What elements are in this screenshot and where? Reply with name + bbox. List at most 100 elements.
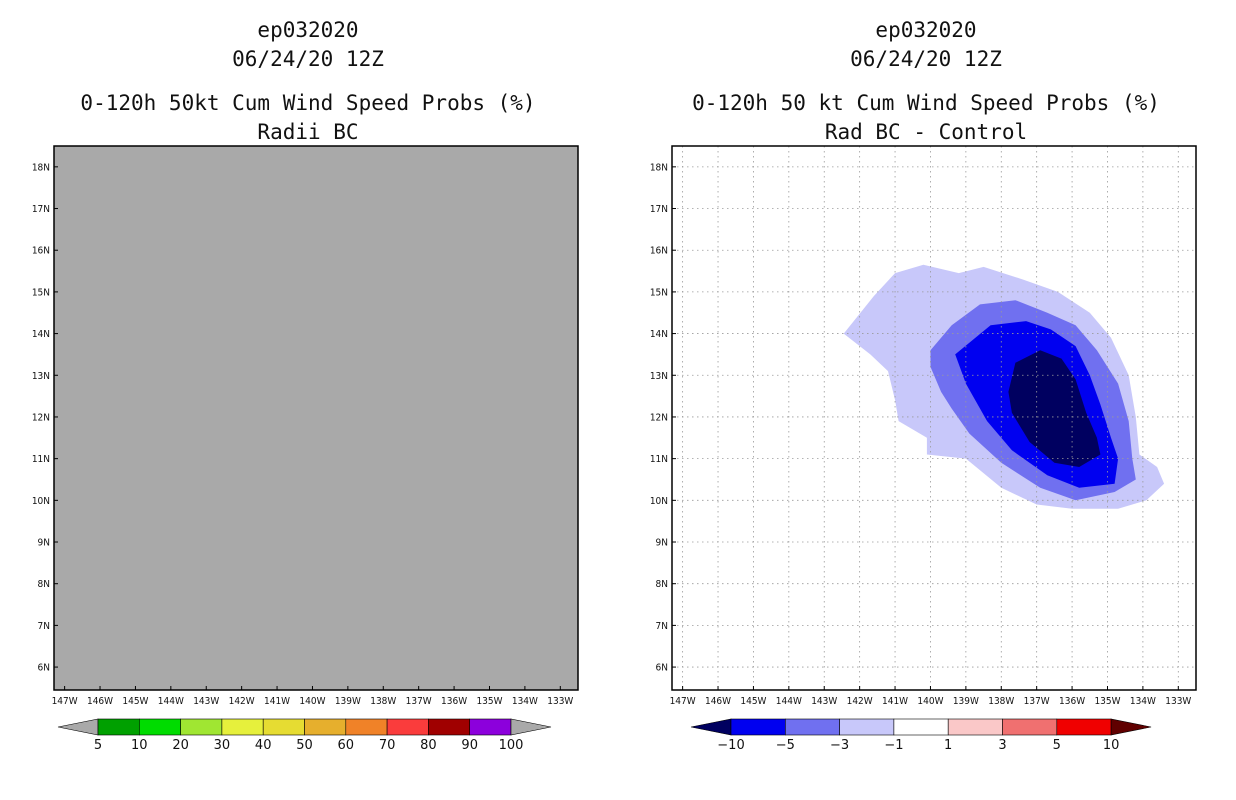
colorbar-swatch [345,718,388,736]
y-tick-label: 13N [650,371,668,382]
x-tick-label: 136W [441,696,467,707]
y-tick-label: 16N [650,246,668,257]
colorbar-swatch [262,718,305,736]
x-tick-label: 145W [122,696,148,707]
date-title: 06/24/20 12Z [850,47,1002,71]
x-tick-label: 141W [264,696,290,707]
colorbar-swatch [947,718,1003,736]
y-tick-label: 8N [656,579,668,590]
x-tick-label: 144W [158,696,184,707]
colorbar-label: 5 [94,738,102,753]
colorbar-over-triangle [510,718,552,736]
plot-frame [53,145,579,691]
colorbar-under-triangle [690,718,732,736]
chart-title: 0-120h 50kt Cum Wind Speed Probs (%) [80,91,535,115]
y-tick-label: 7N [38,621,50,632]
y-tick-label: 16N [32,246,50,257]
colorbar-swatch [304,718,347,736]
colorbar-label: −10 [717,738,744,753]
colorbar-swatch [784,718,840,736]
colorbar-label: 100 [499,738,524,753]
x-tick-label: 143W [193,696,219,707]
panel-rad-bc-minus-control: ep032020 06/24/20 12Z 0-120h 50 kt Cum W… [650,18,1197,753]
x-tick-label: 136W [1059,696,1085,707]
colorbar-label: 10 [1103,738,1120,753]
y-tick-label: 7N [656,621,668,632]
colorbar-label: 40 [255,738,272,753]
missing-data-field [54,146,578,690]
colorbar-swatch [1002,718,1058,736]
y-tick-label: 11N [32,454,50,465]
y-tick-label: 15N [650,287,668,298]
y-tick-label: 6N [656,663,668,674]
colorbar-label: −3 [830,738,849,753]
y-tick-label: 10N [32,496,50,507]
x-tick-label: 134W [512,696,538,707]
plot-frame [671,145,1197,691]
y-tick-label: 11N [650,454,668,465]
x-tick-label: 145W [740,696,766,707]
colorbar-label: 80 [420,738,437,753]
colorbar-swatch [893,718,949,736]
y-tick-label: 6N [38,663,50,674]
x-tick-label: 141W [882,696,908,707]
colorbar-swatch [730,718,786,736]
y-tick-label: 12N [650,412,668,423]
x-tick-label: 137W [406,696,432,707]
y-tick-label: 17N [32,204,50,215]
y-tick-label: 9N [656,538,668,549]
y-tick-label: 18N [32,162,50,173]
x-tick-label: 147W [670,696,696,707]
x-tick-label: 138W [988,696,1014,707]
x-tick-label: 142W [229,696,255,707]
y-tick-label: 15N [32,287,50,298]
x-tick-label: 135W [476,696,502,707]
x-tick-label: 139W [335,696,361,707]
x-tick-label: 142W [847,696,873,707]
panel-radii-bc: ep032020 06/24/20 12Z 0-120h 50kt Cum Wi… [32,18,579,753]
colorbar-swatch [839,718,895,736]
colorbar-swatch [428,718,470,736]
x-tick-label: 138W [370,696,396,707]
x-tick-label: 140W [917,696,943,707]
x-tick-label: 143W [811,696,837,707]
colorbar-label: 1 [944,738,952,753]
x-tick-label: 137W [1024,696,1050,707]
chart-subtitle: Rad BC - Control [825,120,1027,144]
y-tick-label: 17N [650,204,668,215]
x-tick-label: 139W [953,696,979,707]
y-tick-label: 8N [38,579,50,590]
x-tick-label: 135W [1094,696,1120,707]
y-tick-label: 10N [650,496,668,507]
colorbar-swatch [1056,718,1112,736]
x-tick-label: 146W [87,696,113,707]
x-tick-label: 144W [776,696,802,707]
y-tick-label: 13N [32,371,50,382]
date-title: 06/24/20 12Z [232,47,384,71]
storm-id-title: ep032020 [875,18,976,42]
colorbar-over-triangle [1110,718,1152,736]
colorbar-label: 10 [131,738,148,753]
colorbar-label: 20 [172,738,189,753]
x-tick-label: 133W [547,696,573,707]
contour--10 [1008,350,1101,467]
y-tick-label: 14N [650,329,668,340]
colorbar-label: 30 [214,738,231,753]
colorbar-label: 60 [338,738,355,753]
colorbar-label: 3 [998,738,1006,753]
colorbar-swatch [180,718,223,736]
colorbar-label: −1 [884,738,903,753]
storm-id-title: ep032020 [257,18,358,42]
colorbar-swatch [97,718,140,736]
colorbar-label: −5 [776,738,795,753]
colorbar-swatch [221,718,264,736]
y-tick-label: 14N [32,329,50,340]
x-tick-label: 133W [1165,696,1191,707]
y-tick-label: 12N [32,412,50,423]
colorbar-label: 5 [1053,738,1061,753]
colorbar-under-triangle [57,718,99,736]
chart-subtitle: Radii BC [257,120,358,144]
colorbar-label: 90 [461,738,478,753]
colorbar-swatch [386,718,429,736]
